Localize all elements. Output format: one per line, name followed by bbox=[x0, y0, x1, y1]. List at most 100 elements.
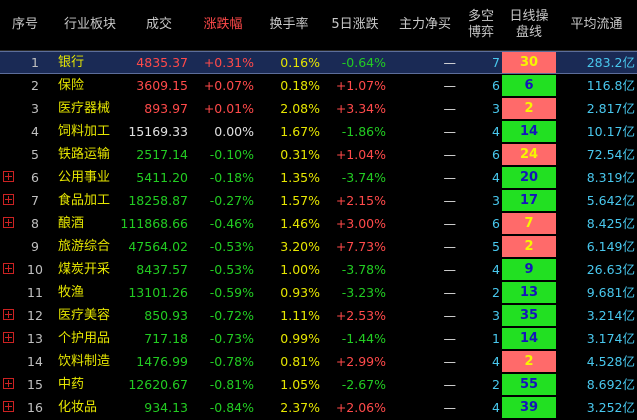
row-volume: 47564.02 bbox=[128, 239, 188, 254]
row-mainflow: — bbox=[443, 239, 457, 254]
row-board-badge: 2 bbox=[502, 351, 556, 372]
row-game: 3 bbox=[492, 101, 500, 116]
header-volume[interactable]: 成交 bbox=[145, 17, 172, 32]
row-seq: 15 bbox=[27, 377, 43, 392]
expand-plus-icon[interactable] bbox=[3, 217, 14, 228]
header-board[interactable]: 日线操 盘线 bbox=[509, 9, 549, 40]
row-change5: +2.99% bbox=[335, 354, 386, 369]
row-sector-name[interactable]: 医疗美容 bbox=[58, 308, 111, 323]
table-row[interactable]: 10 煤炭开采 8437.57 -0.53% 1.00% -3.78% — 4 9 26.63亿 bbox=[0, 258, 637, 281]
row-avg-float: 26.63亿 bbox=[586, 262, 635, 277]
header-change[interactable]: 涨跌幅 bbox=[203, 17, 243, 32]
row-sector-name[interactable]: 化妆品 bbox=[58, 400, 98, 415]
row-avg-float: 6.149亿 bbox=[586, 239, 635, 254]
table-row[interactable]: 9 旅游综合 47564.02 -0.53% 3.20% +7.73% — 5 2 6.149亿 bbox=[0, 235, 637, 258]
row-volume: 111868.66 bbox=[120, 216, 188, 231]
header-avg[interactable]: 平均流通 bbox=[570, 17, 623, 32]
row-sector-name[interactable]: 酿酒 bbox=[58, 216, 85, 231]
header-mainflow[interactable]: 主力净买 bbox=[398, 17, 451, 32]
table-row[interactable]: 12 医疗美容 850.93 -0.72% 1.11% +2.53% — 3 35 3.214亿 bbox=[0, 304, 637, 327]
row-volume: 2517.14 bbox=[136, 147, 188, 162]
row-sector-name[interactable]: 铁路运输 bbox=[58, 147, 111, 162]
row-turnover: 0.31% bbox=[280, 147, 320, 162]
header-sector[interactable]: 行业板块 bbox=[63, 17, 116, 32]
row-board-badge: 9 bbox=[502, 259, 556, 280]
row-change5: +1.07% bbox=[335, 78, 386, 93]
expand-plus-icon[interactable] bbox=[3, 171, 14, 182]
row-seq: 11 bbox=[27, 285, 43, 300]
header-change5[interactable]: 5日涨跌 bbox=[331, 17, 379, 32]
row-board-badge: 13 bbox=[502, 282, 556, 303]
row-volume: 12620.67 bbox=[128, 377, 188, 392]
row-avg-float: 3.214亿 bbox=[586, 308, 635, 323]
row-sector-name[interactable]: 保险 bbox=[58, 78, 85, 93]
table-row[interactable]: 6 公用事业 5411.20 -0.18% 1.35% -3.74% — 4 20 8.319亿 bbox=[0, 166, 637, 189]
expand-plus-icon[interactable] bbox=[3, 263, 14, 274]
row-seq: 4 bbox=[31, 124, 39, 139]
table-row[interactable]: 7 食品加工 18258.87 -0.27% 1.57% +2.15% — 3 17 5.642亿 bbox=[0, 189, 637, 212]
header-game[interactable]: 多空 博弈 bbox=[467, 9, 494, 40]
row-seq: 10 bbox=[27, 262, 43, 277]
row-sector-name[interactable]: 个护用品 bbox=[58, 331, 111, 346]
row-sector-name[interactable]: 饲料加工 bbox=[58, 124, 111, 139]
row-change: -0.53% bbox=[209, 239, 254, 254]
row-game: 7 bbox=[492, 55, 500, 70]
row-mainflow: — bbox=[443, 377, 457, 392]
row-sector-name[interactable]: 中药 bbox=[58, 377, 85, 392]
table-row[interactable]: 16 化妆品 934.13 -0.84% 2.37% +2.06% — 4 39 3.252亿 bbox=[0, 396, 637, 419]
row-volume: 1476.99 bbox=[136, 354, 188, 369]
row-sector-name[interactable]: 饮料制造 bbox=[58, 354, 111, 369]
row-game: 6 bbox=[492, 216, 500, 231]
row-change5: +2.53% bbox=[335, 308, 386, 323]
row-board-badge: 2 bbox=[502, 98, 556, 119]
row-sector-name[interactable]: 旅游综合 bbox=[58, 239, 111, 254]
table-row[interactable]: 3 医疗器械 893.97 +0.01% 2.08% +3.34% —3 2 2.817亿 bbox=[0, 97, 637, 120]
row-game: 1 bbox=[492, 331, 500, 346]
row-mainflow: — bbox=[443, 331, 457, 346]
row-mainflow: — bbox=[443, 101, 457, 116]
row-board-badge: 35 bbox=[502, 305, 556, 326]
header-seq[interactable]: 序号 bbox=[11, 17, 38, 32]
row-avg-float: 2.817亿 bbox=[586, 101, 635, 116]
row-sector-name[interactable]: 银行 bbox=[58, 55, 85, 70]
expand-plus-icon[interactable] bbox=[3, 309, 14, 320]
table-row[interactable]: 1 银行 4835.37 +0.31% 0.16% -0.64% — 7 30 283.2亿 bbox=[0, 51, 637, 74]
row-board-badge: 6 bbox=[502, 75, 556, 96]
expand-plus-icon[interactable] bbox=[3, 332, 14, 343]
row-change: -0.84% bbox=[209, 400, 254, 415]
row-volume: 934.13 bbox=[144, 400, 188, 415]
row-sector-name[interactable]: 医疗器械 bbox=[58, 101, 111, 116]
table-row[interactable]: 13 个护用品 717.18 -0.73% 0.99% -1.44% — 1 14 3.174亿 bbox=[0, 327, 637, 350]
row-seq: 3 bbox=[31, 101, 39, 116]
row-change: -0.81% bbox=[209, 377, 254, 392]
expand-plus-icon[interactable] bbox=[3, 401, 14, 412]
table-row[interactable]: 5 铁路运输 2517.14 -0.10% 0.31% +1.04% — 6 24 72.54亿 bbox=[0, 143, 637, 166]
table-row[interactable]: 2 保险 3609.15 +0.07% 0.18% +1.07% — 6 6 116.8亿 bbox=[0, 74, 637, 97]
row-sector-name[interactable]: 食品加工 bbox=[58, 193, 111, 208]
row-game: 4 bbox=[492, 262, 500, 277]
row-seq: 12 bbox=[27, 308, 43, 323]
expand-plus-icon[interactable] bbox=[3, 378, 14, 389]
table-row[interactable]: 4 饲料加工 15169.33 0.00% 1.67% -1.86% —4 14 10.17亿 bbox=[0, 120, 637, 143]
row-board-badge: 55 bbox=[502, 374, 556, 395]
row-change5: +3.00% bbox=[335, 216, 386, 231]
row-sector-name[interactable]: 牧渔 bbox=[58, 285, 85, 300]
row-turnover: 2.08% bbox=[280, 101, 320, 116]
row-turnover: 3.20% bbox=[280, 239, 320, 254]
header-turnover[interactable]: 换手率 bbox=[269, 17, 309, 32]
row-change5: +1.04% bbox=[335, 147, 386, 162]
row-volume: 850.93 bbox=[144, 308, 188, 323]
row-game: 6 bbox=[492, 147, 500, 162]
table-row[interactable]: 14 饮料制造 1476.99 -0.78% 0.81% +2.99% — 4 2 4.528亿 bbox=[0, 350, 637, 373]
table-row[interactable]: 8 酿酒 111868.66 -0.46% 1.46% +3.00% — 6 7 8.425亿 bbox=[0, 212, 637, 235]
row-volume: 15169.33 bbox=[128, 124, 188, 139]
row-sector-name[interactable]: 煤炭开采 bbox=[58, 262, 111, 277]
row-avg-float: 5.642亿 bbox=[586, 193, 635, 208]
expand-plus-icon[interactable] bbox=[3, 194, 14, 205]
row-avg-float: 116.8亿 bbox=[586, 78, 635, 93]
table-row[interactable]: 11 牧渔 13101.26 -0.59% 0.93% -3.23% — 2 13 9.681亿 bbox=[0, 281, 637, 304]
row-sector-name[interactable]: 公用事业 bbox=[58, 170, 111, 185]
table-row[interactable]: 15 中药 12620.67 -0.81% 1.05% -2.67% — 2 55 8.692亿 bbox=[0, 373, 637, 396]
row-turnover: 1.00% bbox=[280, 262, 320, 277]
